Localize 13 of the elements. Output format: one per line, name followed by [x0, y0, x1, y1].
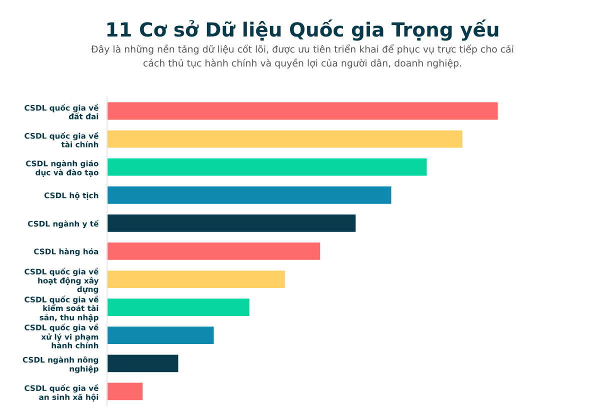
chart-subtitle: Đây là những nền tảng dữ liệu cốt lõi, được ưu tiên triển khai để phục vụ trực tiếp cho cải cách thủ tục hành chính và quyền lợi của người dân, doanh nghiệp. — [91, 44, 514, 68]
bar — [107, 214, 356, 232]
bar — [107, 186, 392, 204]
bar — [107, 158, 427, 176]
bar — [107, 130, 462, 148]
bar — [107, 354, 178, 372]
bar — [107, 326, 214, 344]
bar — [107, 270, 285, 288]
chart-title: 11 Cơ sở Dữ liệu Quốc gia Trọng yếu — [107, 19, 498, 41]
bar — [107, 382, 143, 400]
bar — [107, 102, 498, 120]
bar — [107, 298, 250, 316]
bar — [107, 242, 320, 260]
